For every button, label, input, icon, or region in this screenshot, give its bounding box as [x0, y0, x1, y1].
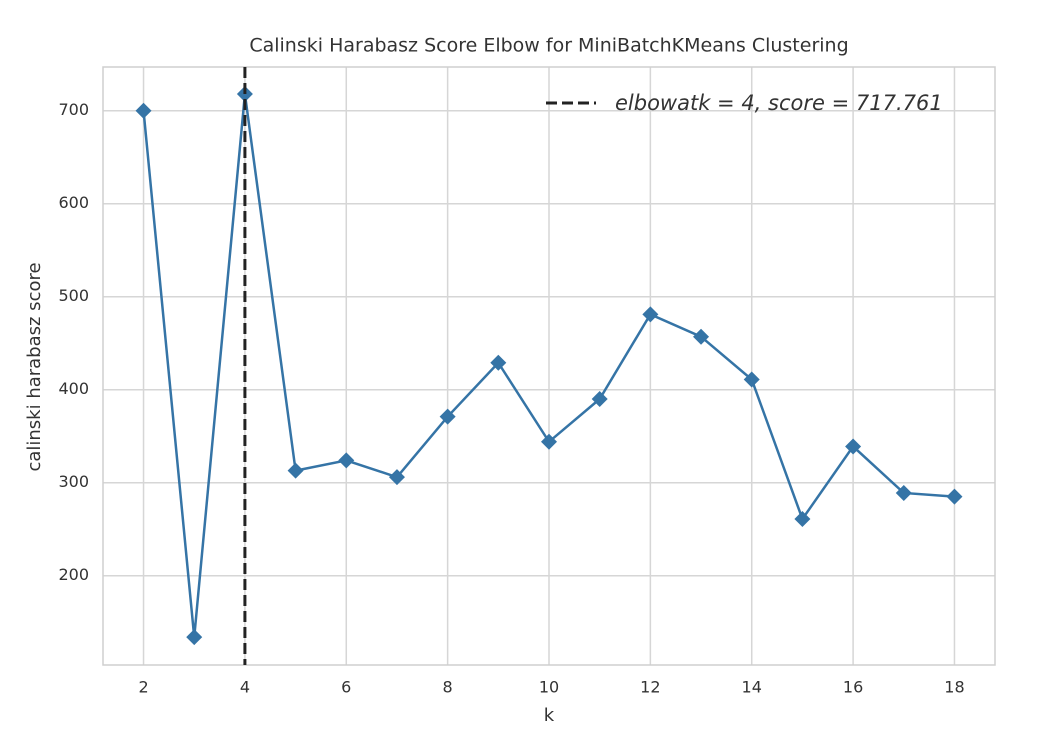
y-tick-label: 500	[58, 286, 89, 305]
y-tick-label: 400	[58, 379, 89, 398]
x-tick-label: 10	[539, 678, 559, 697]
x-tick-label: 4	[240, 678, 250, 697]
x-tick-label: 16	[843, 678, 863, 697]
marker	[388, 469, 405, 486]
x-tick-label: 8	[443, 678, 453, 697]
y-tick-label: 700	[58, 100, 89, 119]
marker	[642, 306, 659, 323]
y-tick-label: 200	[58, 565, 89, 584]
marker	[186, 629, 203, 646]
marker	[541, 433, 557, 450]
marker	[490, 354, 507, 371]
y-tick-label: 300	[58, 472, 89, 491]
plot-frame	[102, 66, 996, 666]
chart-title: Calinski Harabasz Score Elbow for MiniBa…	[249, 35, 848, 57]
marker	[693, 328, 710, 345]
x-tick-label: 14	[742, 678, 762, 697]
x-tick-label: 12	[640, 678, 660, 697]
x-tick-label: 6	[341, 678, 351, 697]
y-tick-label: 600	[58, 193, 89, 212]
y-axis-label: calinski harabasz score	[24, 262, 45, 471]
marker	[439, 408, 456, 425]
marker	[794, 510, 811, 527]
marker	[287, 462, 304, 479]
marker	[946, 488, 963, 505]
marker	[743, 371, 760, 388]
x-tick-label: 18	[944, 678, 964, 697]
marker	[338, 452, 355, 469]
x-axis-label: k	[544, 705, 555, 726]
marker	[895, 484, 912, 501]
legend-label: elbowatk = 4, score = 717.761	[615, 91, 943, 115]
marker	[591, 391, 608, 408]
marker	[135, 102, 152, 119]
marker	[845, 438, 862, 455]
x-tick-label: 2	[138, 678, 148, 697]
